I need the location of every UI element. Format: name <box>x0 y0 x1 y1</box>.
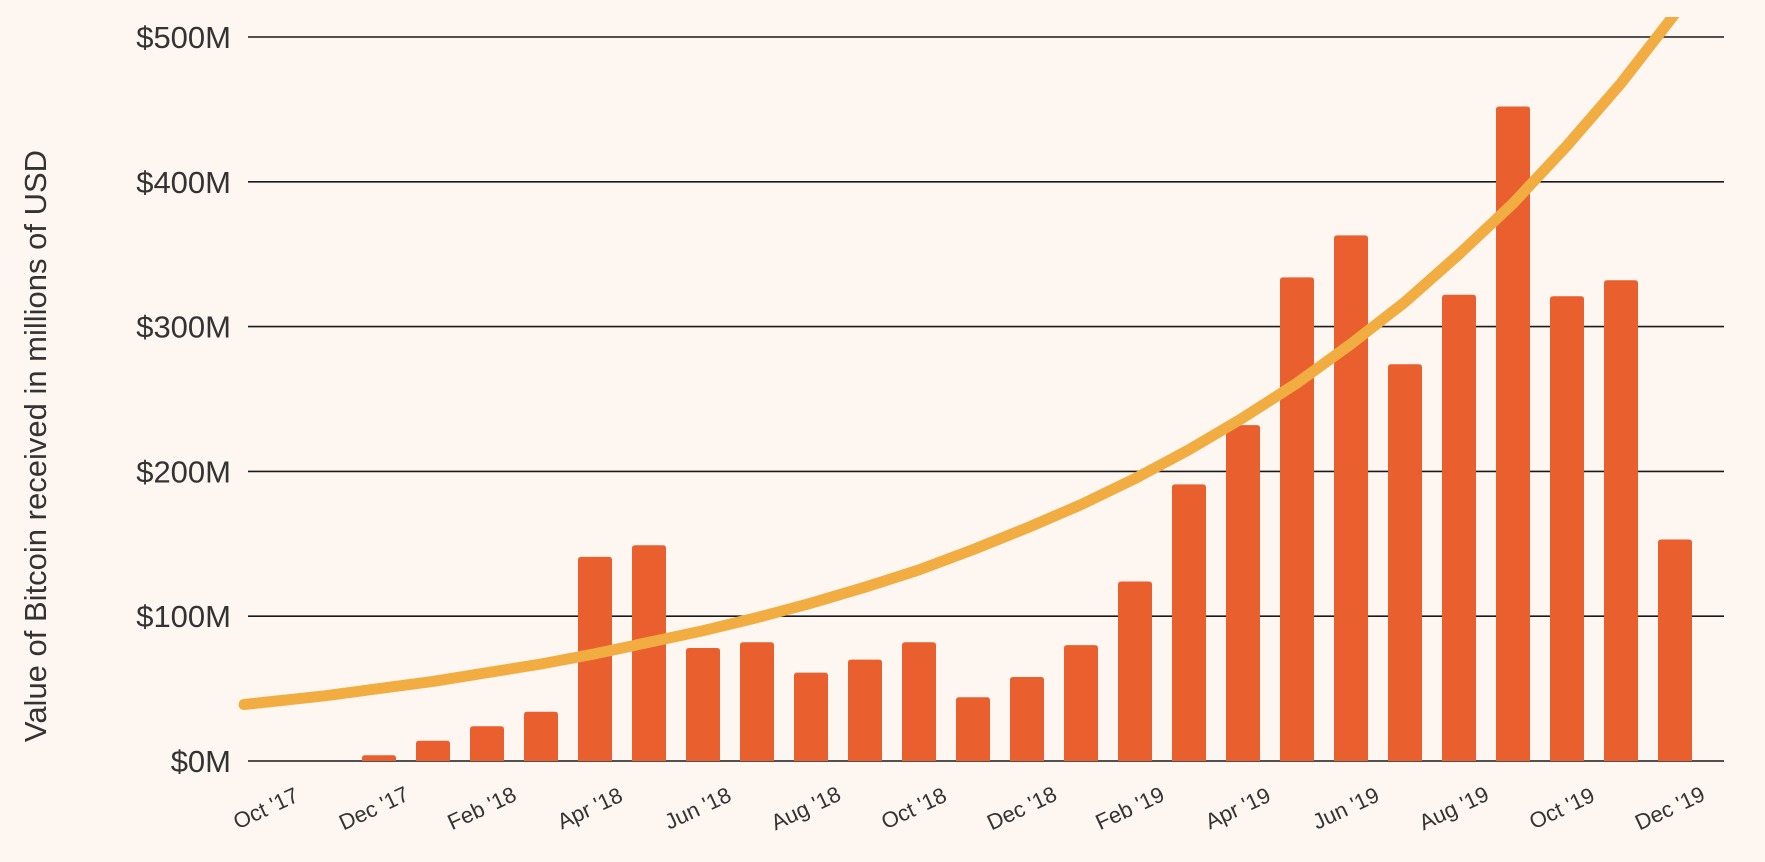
x-tick-label: Jun '18 <box>661 782 735 834</box>
x-tick-label: Dec '18 <box>983 781 1061 835</box>
x-tick-label: Oct '19 <box>1525 782 1598 834</box>
trend-line-group <box>238 17 1680 711</box>
y-axis-label: Value of Bitcoin received in millions of… <box>18 150 53 742</box>
bar <box>740 642 774 761</box>
trend-line <box>238 17 1680 711</box>
x-tick-label: Dec '17 <box>335 781 413 835</box>
bar <box>1064 645 1098 761</box>
x-tick-label: Feb '18 <box>444 782 520 835</box>
y-tick-label: $100M <box>136 599 231 634</box>
bar <box>362 755 396 761</box>
x-tick-label: Apr '19 <box>1201 782 1274 834</box>
bar <box>686 648 720 761</box>
x-tick-label: Oct '17 <box>229 782 302 834</box>
x-tick-label: Aug '19 <box>1415 781 1493 835</box>
bar <box>1658 539 1692 761</box>
bar <box>1550 296 1584 761</box>
x-tick-label: Apr '18 <box>553 782 626 834</box>
y-tick-label: $500M <box>136 20 231 55</box>
bar <box>1442 294 1476 761</box>
bar <box>1010 677 1044 761</box>
bar <box>1280 277 1314 761</box>
bar <box>902 642 936 761</box>
bar <box>1118 581 1152 761</box>
y-tick-label: $300M <box>136 310 231 345</box>
y-axis-ticks: $0M $100M $200M $300M $400M $500M <box>136 20 231 779</box>
gridlines <box>248 36 1724 762</box>
bar <box>1226 425 1260 761</box>
x-axis-ticks: Oct '17 Dec '17 Feb '18 Apr '18 Jun '18 Aug '… <box>229 781 1708 835</box>
x-tick-label: Oct '18 <box>877 782 950 834</box>
x-tick-label: Jun '19 <box>1309 782 1383 834</box>
x-tick-label: Dec '19 <box>1631 781 1709 835</box>
bar <box>956 697 990 761</box>
bar <box>794 672 828 761</box>
bar <box>848 659 882 761</box>
bars <box>362 106 1692 762</box>
bar <box>524 711 558 761</box>
bar <box>1334 235 1368 762</box>
x-tick-label: Aug '18 <box>767 781 845 835</box>
bar <box>470 726 504 761</box>
bar <box>1388 364 1422 761</box>
y-tick-label: $0M <box>171 744 231 779</box>
bar <box>632 545 666 761</box>
bar <box>1172 484 1206 761</box>
bar <box>416 740 450 761</box>
y-tick-label: $200M <box>136 454 231 489</box>
bar <box>1604 280 1638 761</box>
x-tick-label: Feb '19 <box>1092 782 1168 835</box>
bar <box>1496 106 1530 761</box>
y-tick-label: $400M <box>136 165 231 200</box>
